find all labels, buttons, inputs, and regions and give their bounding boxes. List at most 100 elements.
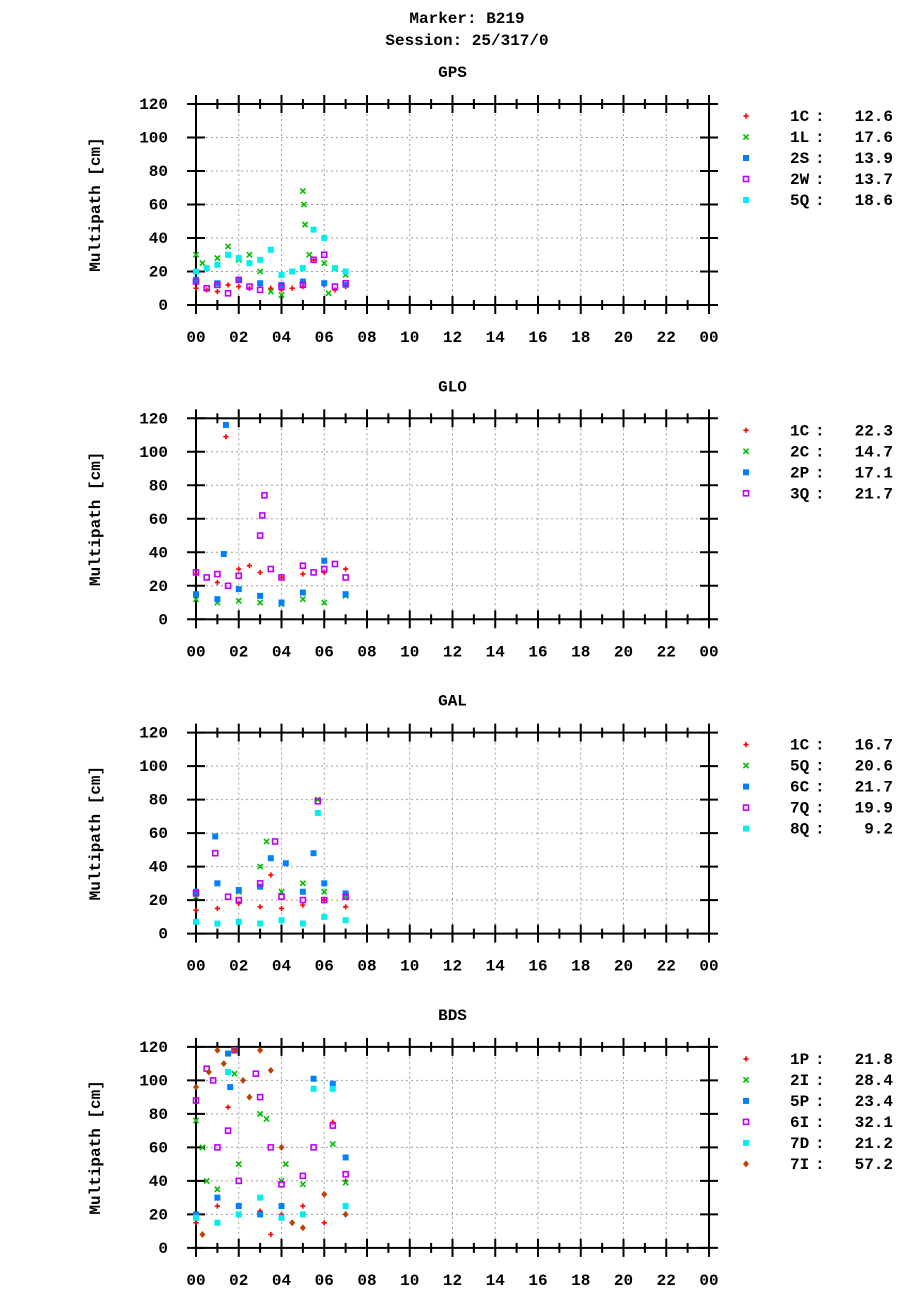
open-square-marker xyxy=(320,896,328,904)
y-tick-label: 0 xyxy=(158,926,168,944)
square-marker xyxy=(257,883,264,890)
legend-entry: 8Q: 9.2 xyxy=(743,821,893,839)
square-marker xyxy=(278,281,285,288)
series-2s xyxy=(193,276,349,288)
open-square-marker xyxy=(192,890,200,897)
cross-marker xyxy=(278,291,285,299)
square-marker xyxy=(342,268,349,275)
cross-marker xyxy=(299,596,307,603)
x-tick-label: 06 xyxy=(315,329,334,347)
y-tick-label: 60 xyxy=(149,825,168,843)
square-marker xyxy=(299,920,306,927)
open-square-marker xyxy=(320,251,328,259)
legend-value: 20.6 xyxy=(855,758,893,776)
open-square-marker xyxy=(742,804,750,811)
open-square-marker xyxy=(256,532,264,539)
series-8q xyxy=(193,810,349,927)
legend-name: 5P xyxy=(790,1093,809,1111)
square-marker xyxy=(257,920,264,927)
x-tick-label: 00 xyxy=(699,958,718,976)
x-tick-label: 00 xyxy=(186,643,205,661)
open-square-marker xyxy=(278,283,285,290)
legend-colon: : xyxy=(815,192,825,210)
square-marker xyxy=(235,918,242,925)
legend-entry: 6C: 21.7 xyxy=(743,779,893,797)
diamond-marker xyxy=(267,1066,274,1074)
square-marker xyxy=(342,591,349,598)
open-square-marker xyxy=(742,489,750,497)
open-square-marker xyxy=(203,284,210,292)
square-marker xyxy=(321,280,328,287)
x-tick-label: 16 xyxy=(528,958,547,976)
cross-marker xyxy=(742,448,750,455)
plus-marker xyxy=(268,872,274,878)
square-marker xyxy=(299,1211,306,1218)
y-tick-label: 80 xyxy=(149,1106,168,1124)
square-marker xyxy=(267,246,274,253)
x-tick-label: 12 xyxy=(443,1272,462,1290)
cross-marker xyxy=(199,1144,206,1151)
legend-name: 2P xyxy=(790,464,809,482)
series-7i xyxy=(193,1046,349,1238)
plus-marker xyxy=(214,579,220,586)
legend-name: 7I xyxy=(790,1156,809,1174)
y-tick-label: 80 xyxy=(149,163,168,181)
x-tick-label: 06 xyxy=(315,1272,334,1290)
square-marker xyxy=(214,596,221,603)
panel-gps: GPS 0 20 40 60 80 100 120 00 02 04 06 08 10 12 14 16 18 20… xyxy=(87,64,893,347)
legend-colon: : xyxy=(815,821,825,839)
square-marker xyxy=(342,917,349,924)
x-tick-label: 04 xyxy=(272,1272,292,1290)
series-5q xyxy=(193,226,349,278)
square-marker xyxy=(225,1050,232,1057)
x-tick-label: 20 xyxy=(614,643,633,661)
y-tick-label: 100 xyxy=(139,758,168,776)
cross-marker xyxy=(325,290,332,297)
legend-entry: 5Q: 20.6 xyxy=(742,758,893,776)
y-tick-label: 60 xyxy=(149,511,168,529)
square-marker xyxy=(193,1214,199,1221)
legend-value: 21.2 xyxy=(855,1135,893,1153)
legend-value: 17.1 xyxy=(855,464,893,482)
x-tick-label: 00 xyxy=(186,1272,205,1290)
square-marker xyxy=(212,833,219,840)
square-marker xyxy=(342,890,349,897)
open-square-marker xyxy=(278,574,285,581)
x-tick-label: 02 xyxy=(229,643,248,661)
square-marker xyxy=(214,280,221,287)
open-square-marker xyxy=(235,572,243,580)
square-marker xyxy=(235,1203,242,1210)
open-square-marker xyxy=(224,582,232,590)
square-marker xyxy=(299,888,306,895)
plot-frame xyxy=(195,1045,710,1249)
plus-marker xyxy=(268,285,274,291)
y-tick-label: 40 xyxy=(149,544,168,562)
open-square-marker xyxy=(310,1144,317,1151)
y-tick-label: 100 xyxy=(139,1072,168,1090)
plus-marker xyxy=(321,569,327,575)
square-marker xyxy=(278,1203,285,1210)
cross-marker xyxy=(329,1140,336,1148)
legend-name: 2S xyxy=(790,150,810,168)
x-tick-label: 12 xyxy=(443,329,462,347)
square-marker xyxy=(743,825,749,832)
x-tick-label: 08 xyxy=(357,329,376,347)
series-6c xyxy=(193,833,349,897)
y-tick-label: 0 xyxy=(158,297,168,315)
legend-name: 6I xyxy=(790,1114,809,1132)
diamond-marker xyxy=(231,1046,238,1054)
legend-value: 21.7 xyxy=(855,779,893,797)
square-marker xyxy=(289,268,296,275)
series-7d xyxy=(193,1069,349,1226)
open-square-marker xyxy=(209,1077,217,1084)
y-tick-label: 100 xyxy=(139,444,168,462)
panel-title: BDS xyxy=(438,1007,467,1025)
open-square-marker xyxy=(342,279,349,287)
legend-colon: : xyxy=(815,171,825,189)
legend-entry: 2W: 13.7 xyxy=(742,171,893,189)
square-marker xyxy=(299,265,306,272)
square-marker xyxy=(193,1211,199,1218)
open-square-marker xyxy=(278,1180,285,1188)
square-marker xyxy=(235,1211,242,1218)
